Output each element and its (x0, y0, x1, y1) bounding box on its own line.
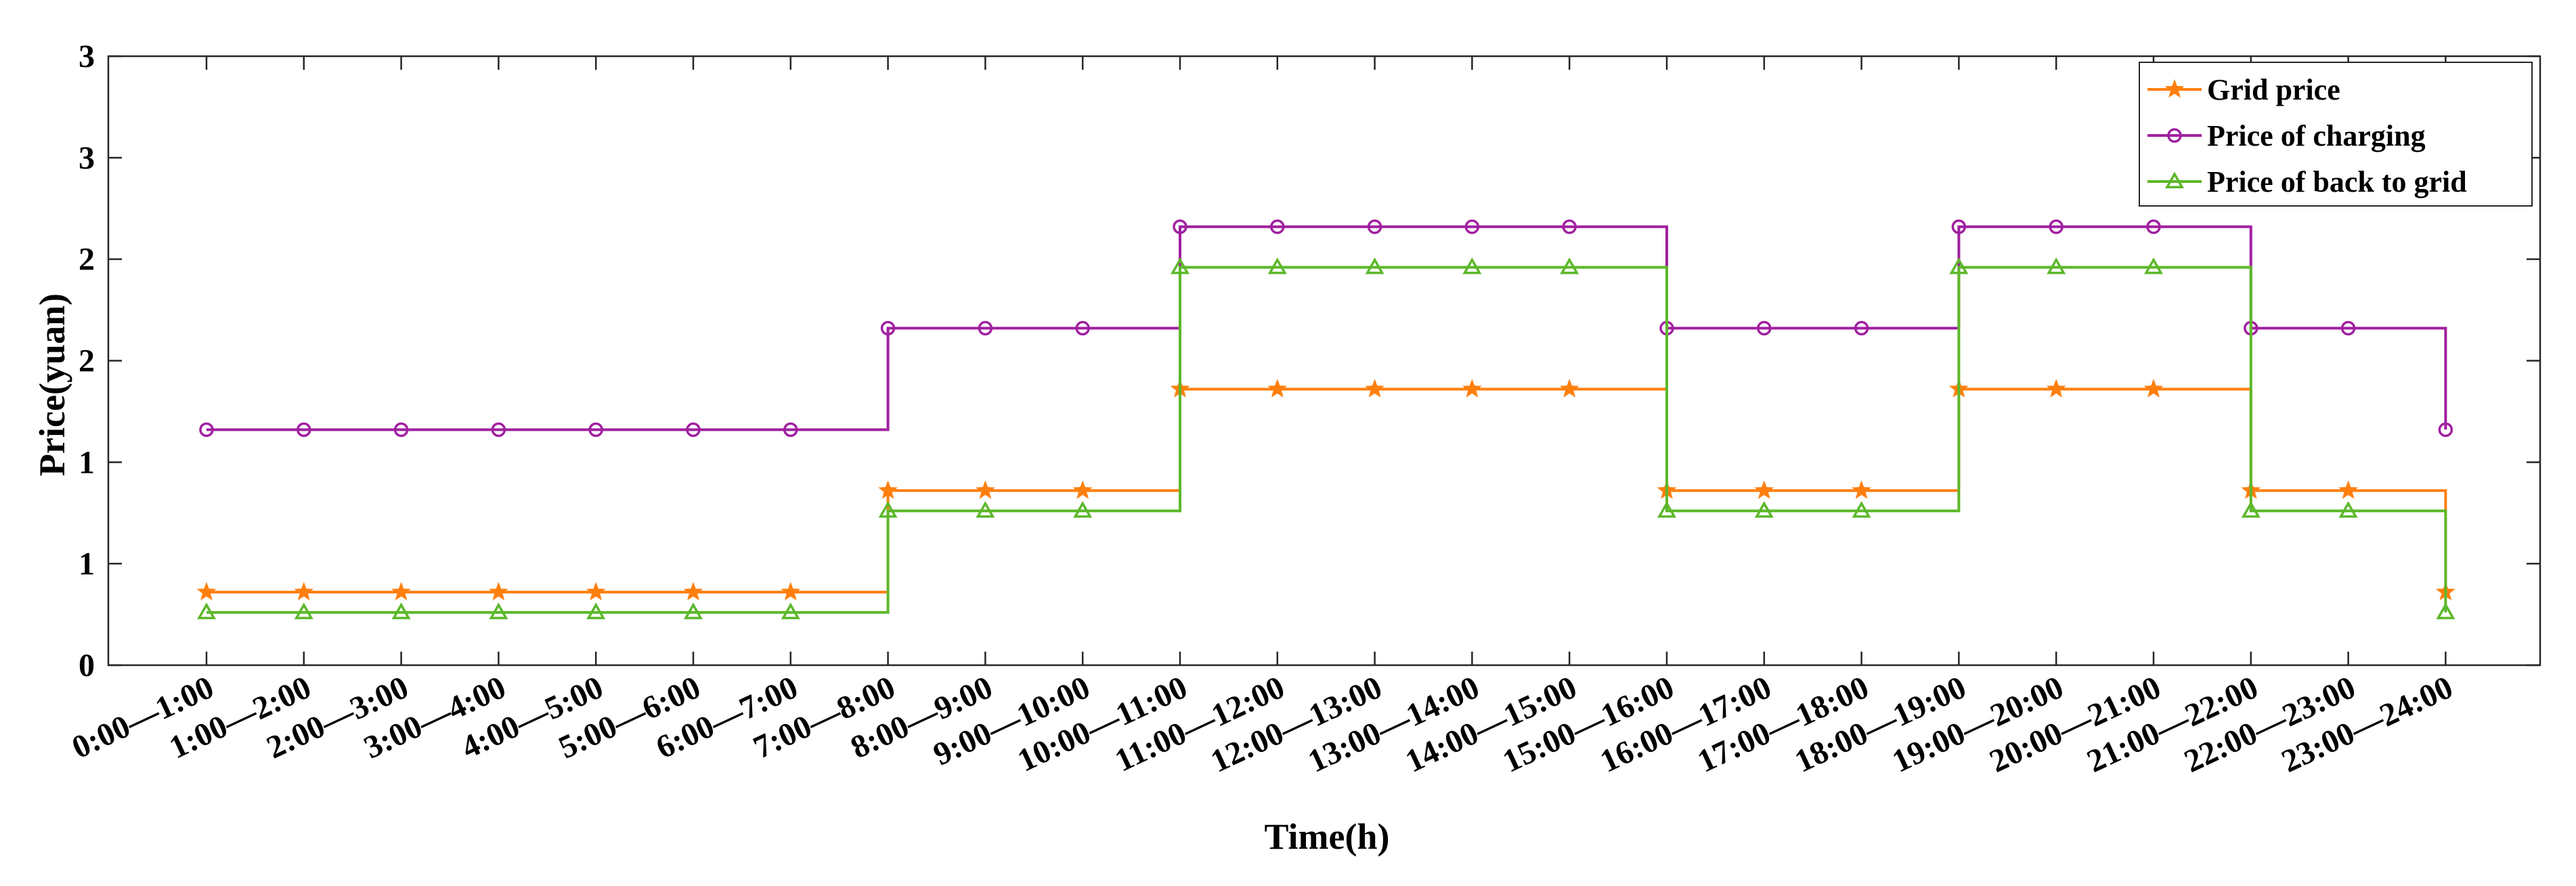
legend-label: Price of back to grid (2207, 165, 2467, 198)
data-point (2338, 480, 2359, 499)
data-point (2143, 257, 2164, 274)
data-point (878, 501, 898, 518)
data-point (1072, 480, 1093, 499)
data-point (2338, 501, 2358, 518)
data-point (1754, 480, 1774, 499)
data-point (978, 320, 993, 336)
series-line (206, 387, 2447, 594)
data-point (586, 602, 606, 620)
data-point (2143, 379, 2164, 398)
data-point (1852, 501, 1871, 518)
data-point (2436, 602, 2455, 620)
data-point (1754, 501, 1774, 518)
legend-marker (2167, 128, 2182, 143)
data-point (686, 422, 701, 438)
plot-area (108, 56, 2540, 665)
legend-marker (2164, 171, 2185, 188)
data-point (683, 602, 703, 620)
data-point (781, 602, 800, 620)
data-point (491, 422, 506, 438)
data-point (2146, 219, 2161, 234)
data-point (199, 422, 214, 438)
series-price-of-charging (199, 219, 2453, 438)
data-point (196, 581, 217, 601)
y-tick-label: 3 (79, 39, 95, 75)
data-point (2049, 219, 2064, 234)
data-point (2438, 422, 2453, 438)
data-point (1657, 501, 1677, 518)
data-point (588, 422, 603, 438)
data-point (2046, 379, 2066, 398)
y-tick-label: 0 (79, 648, 95, 683)
data-point (1075, 320, 1090, 336)
data-point (1560, 257, 1579, 274)
plot-background (108, 56, 2540, 665)
data-point (1562, 219, 1577, 234)
data-point (781, 581, 801, 601)
legend-box (2139, 62, 2533, 207)
series-line (206, 225, 2447, 431)
legend-label: Grid price (2207, 73, 2340, 106)
data-point (297, 422, 311, 438)
data-point (1173, 219, 1187, 234)
data-point (1462, 379, 1482, 398)
y-tick-label: 2 (79, 242, 95, 278)
data-point (1951, 219, 1967, 234)
legend-entry: Grid price (2147, 73, 2340, 106)
legend-label: Price of charging (2207, 119, 2426, 152)
data-point (2340, 320, 2356, 336)
data-point (488, 581, 508, 601)
data-point (393, 422, 409, 438)
data-point (294, 581, 314, 601)
data-point (1267, 257, 1287, 274)
legend-entry: Price of back to grid (2147, 165, 2467, 198)
data-point (1367, 219, 1382, 234)
data-point (975, 480, 995, 499)
data-point (586, 581, 606, 601)
data-point (1949, 257, 1969, 274)
legend-entry: Price of charging (2147, 119, 2426, 152)
legend-marker (2164, 79, 2185, 98)
y-tick-label: 1 (79, 546, 95, 582)
data-point (878, 480, 898, 499)
data-point (1073, 501, 1093, 518)
data-point (1559, 379, 1579, 398)
y-tick-label: 2 (79, 343, 95, 379)
data-point (1365, 257, 1384, 274)
data-point (783, 422, 798, 438)
y-axis-title: Price(yuan) (32, 293, 72, 476)
data-point (880, 320, 896, 336)
data-point (2241, 501, 2261, 518)
data-point (489, 602, 508, 620)
data-point (1464, 219, 1480, 234)
data-point (683, 581, 703, 601)
data-point (1170, 257, 1190, 274)
y-tick-label: 3 (79, 140, 95, 176)
data-point (1757, 320, 1772, 336)
legend: Grid price Price of charging Price of back… (2139, 62, 2533, 207)
data-point (1267, 379, 1288, 398)
data-point (976, 501, 995, 518)
data-point (1462, 257, 1482, 274)
series-price-of-back-to-grid (196, 257, 2455, 620)
x-axis-title: Time(h) (1265, 816, 1390, 857)
y-tick-label: 1 (79, 444, 95, 480)
series-layer (196, 219, 2455, 620)
data-point (1854, 320, 1869, 336)
data-point (1365, 379, 1385, 398)
data-point (2047, 257, 2066, 274)
data-point (1852, 480, 1872, 499)
data-point (196, 602, 217, 620)
data-point (1270, 219, 1285, 234)
data-point (294, 602, 313, 620)
data-point (391, 602, 411, 620)
data-point (391, 581, 412, 601)
series-line (206, 266, 2447, 614)
